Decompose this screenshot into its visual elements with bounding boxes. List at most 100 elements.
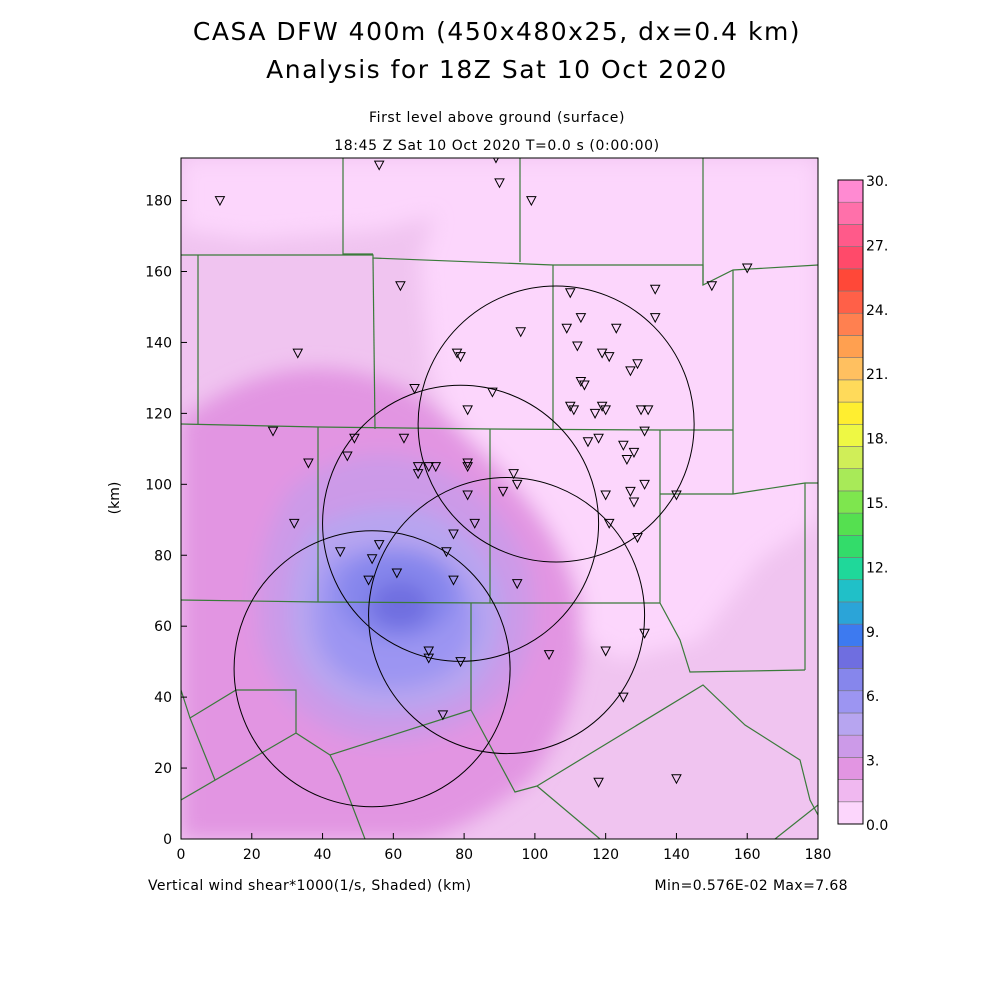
colorbar-swatch	[837, 490, 864, 514]
county-boundary	[342, 158, 373, 255]
colorbar-swatch	[837, 201, 864, 225]
station-marker	[625, 486, 636, 497]
station-marker	[564, 401, 576, 412]
station-marker	[451, 348, 463, 359]
shade-level-6-max	[370, 581, 430, 629]
station-marker	[341, 451, 353, 462]
county-boundary	[536, 785, 601, 839]
colorbar: 30. 27. 24. 21. 18. 15. 12. 9. 6. 3. 0.0	[837, 174, 888, 834]
station-marker	[373, 160, 385, 171]
station-marker	[334, 547, 346, 558]
station-marker	[526, 196, 537, 207]
colorbar-swatch	[837, 246, 864, 270]
station-marker	[568, 405, 580, 416]
y-tick-label: 100	[145, 477, 172, 493]
station-marker	[639, 479, 650, 490]
station-marker	[593, 777, 604, 788]
station-marker	[448, 529, 459, 540]
county-boundary	[660, 482, 818, 495]
y-tick-label: 180	[145, 194, 172, 210]
colorbar-label: 18.	[866, 432, 888, 448]
county-boundary	[470, 603, 538, 793]
station-marker	[430, 462, 442, 473]
station-marker	[589, 408, 601, 419]
station-marker	[423, 462, 435, 473]
plot-frame	[180, 157, 819, 840]
figure-title-line1: CASA DFW 400m (450x480x25, dx=0.4 km)	[193, 17, 801, 46]
station-marker	[395, 281, 406, 292]
x-tick-label: 180	[805, 847, 832, 863]
colorbar-swatch	[837, 335, 864, 358]
y-tick-label: 0	[163, 832, 172, 848]
station-marker	[610, 323, 622, 334]
county-boundary	[181, 732, 297, 801]
y-tick-label: 120	[145, 406, 172, 422]
colorbar-swatch	[837, 579, 864, 603]
county-boundary	[659, 430, 806, 673]
station-marker	[292, 348, 304, 359]
colorbar-label: 27.	[866, 238, 888, 254]
x-tick-label: 20	[243, 847, 261, 863]
colorbar-swatch	[837, 446, 864, 469]
y-axis-label: (km)	[107, 482, 123, 515]
station-marker	[628, 497, 640, 508]
station-marker	[363, 575, 374, 586]
colorbar-swatch	[837, 690, 864, 714]
station-marker	[642, 405, 654, 416]
colorbar-swatch	[837, 379, 864, 403]
colorbar-label: 0.0	[866, 818, 888, 834]
station-marker	[600, 646, 611, 657]
radar-ring-3	[368, 477, 646, 755]
station-marker	[448, 575, 459, 586]
station-marker	[497, 486, 509, 497]
colorbar-swatch	[837, 357, 864, 381]
station-marker	[303, 458, 314, 469]
colorbar-swatch	[837, 734, 864, 758]
station-marker	[437, 710, 449, 721]
colorbar-swatch	[837, 801, 864, 825]
station-marker	[288, 518, 300, 529]
colorbar-label: 6.	[866, 689, 879, 705]
y-axis: 0 20 40 60 80 100 120 140 160 180	[145, 194, 187, 848]
station-marker	[618, 692, 629, 703]
station-marker	[649, 313, 661, 324]
station-marker	[487, 387, 498, 398]
colorbar-swatch	[837, 290, 864, 314]
station-marker	[462, 458, 473, 469]
colorbar-frame	[837, 179, 864, 825]
colorbar-swatch	[837, 668, 864, 692]
station-marker	[441, 547, 452, 558]
colorbar-swatch	[837, 757, 864, 780]
station-marker	[462, 405, 473, 416]
station-marker	[412, 462, 424, 473]
station-marker	[508, 469, 519, 480]
station-marker	[603, 352, 615, 363]
x-tick-label: 100	[522, 847, 549, 863]
x-tick-label: 120	[592, 847, 619, 863]
level-label: First level above ground (surface)	[369, 110, 625, 126]
station-marker	[409, 384, 420, 395]
colorbar-label: 3.	[866, 754, 879, 770]
colorbar-swatch	[837, 623, 864, 647]
station-marker	[561, 323, 573, 334]
station-marker	[455, 352, 466, 363]
y-tick-label: 140	[145, 335, 172, 351]
station-marker	[635, 405, 647, 416]
station-marker	[494, 178, 505, 189]
time-label: 18:45 Z Sat 10 Oct 2020 T=0.0 s (0:00:00…	[334, 138, 659, 154]
station-marker	[706, 281, 718, 292]
station-marker	[469, 518, 481, 529]
y-tick-label: 60	[154, 619, 172, 635]
station-marker	[511, 479, 523, 490]
y-tick-label: 160	[145, 265, 172, 281]
station-marker	[511, 579, 523, 590]
station-marker	[349, 433, 360, 444]
station-marker	[649, 284, 661, 295]
radar-ring-2	[322, 384, 600, 662]
colorbar-swatch	[837, 535, 864, 558]
station-marker	[639, 426, 650, 437]
county-boundary	[536, 684, 818, 816]
y-tick-label: 40	[154, 690, 172, 706]
station-marker	[455, 657, 466, 668]
radar-rings	[233, 285, 695, 808]
